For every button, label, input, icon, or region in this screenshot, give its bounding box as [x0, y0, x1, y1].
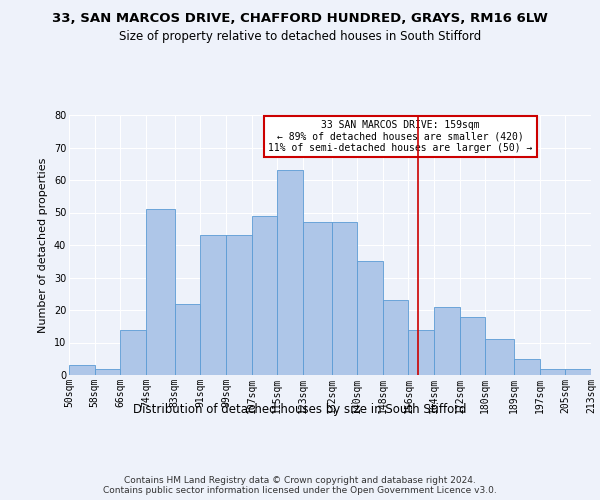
Bar [226, 236, 251, 375]
Bar [357, 261, 383, 375]
Bar [303, 222, 332, 375]
Bar [277, 170, 303, 375]
Bar [540, 368, 565, 375]
Bar [120, 330, 146, 375]
Text: 33, SAN MARCOS DRIVE, CHAFFORD HUNDRED, GRAYS, RM16 6LW: 33, SAN MARCOS DRIVE, CHAFFORD HUNDRED, … [52, 12, 548, 26]
Bar [565, 368, 591, 375]
Bar [146, 209, 175, 375]
Bar [251, 216, 277, 375]
Bar [460, 316, 485, 375]
Bar [383, 300, 409, 375]
Text: Contains HM Land Registry data © Crown copyright and database right 2024.
Contai: Contains HM Land Registry data © Crown c… [103, 476, 497, 495]
Bar [332, 222, 357, 375]
Bar [434, 306, 460, 375]
Bar [95, 368, 120, 375]
Y-axis label: Number of detached properties: Number of detached properties [38, 158, 48, 332]
Bar [485, 339, 514, 375]
Text: 33 SAN MARCOS DRIVE: 159sqm
← 89% of detached houses are smaller (420)
11% of se: 33 SAN MARCOS DRIVE: 159sqm ← 89% of det… [268, 120, 533, 154]
Bar [175, 304, 200, 375]
Bar [514, 359, 540, 375]
Bar [69, 365, 95, 375]
Text: Distribution of detached houses by size in South Stifford: Distribution of detached houses by size … [133, 402, 467, 415]
Bar [409, 330, 434, 375]
Text: Size of property relative to detached houses in South Stifford: Size of property relative to detached ho… [119, 30, 481, 43]
Bar [200, 236, 226, 375]
